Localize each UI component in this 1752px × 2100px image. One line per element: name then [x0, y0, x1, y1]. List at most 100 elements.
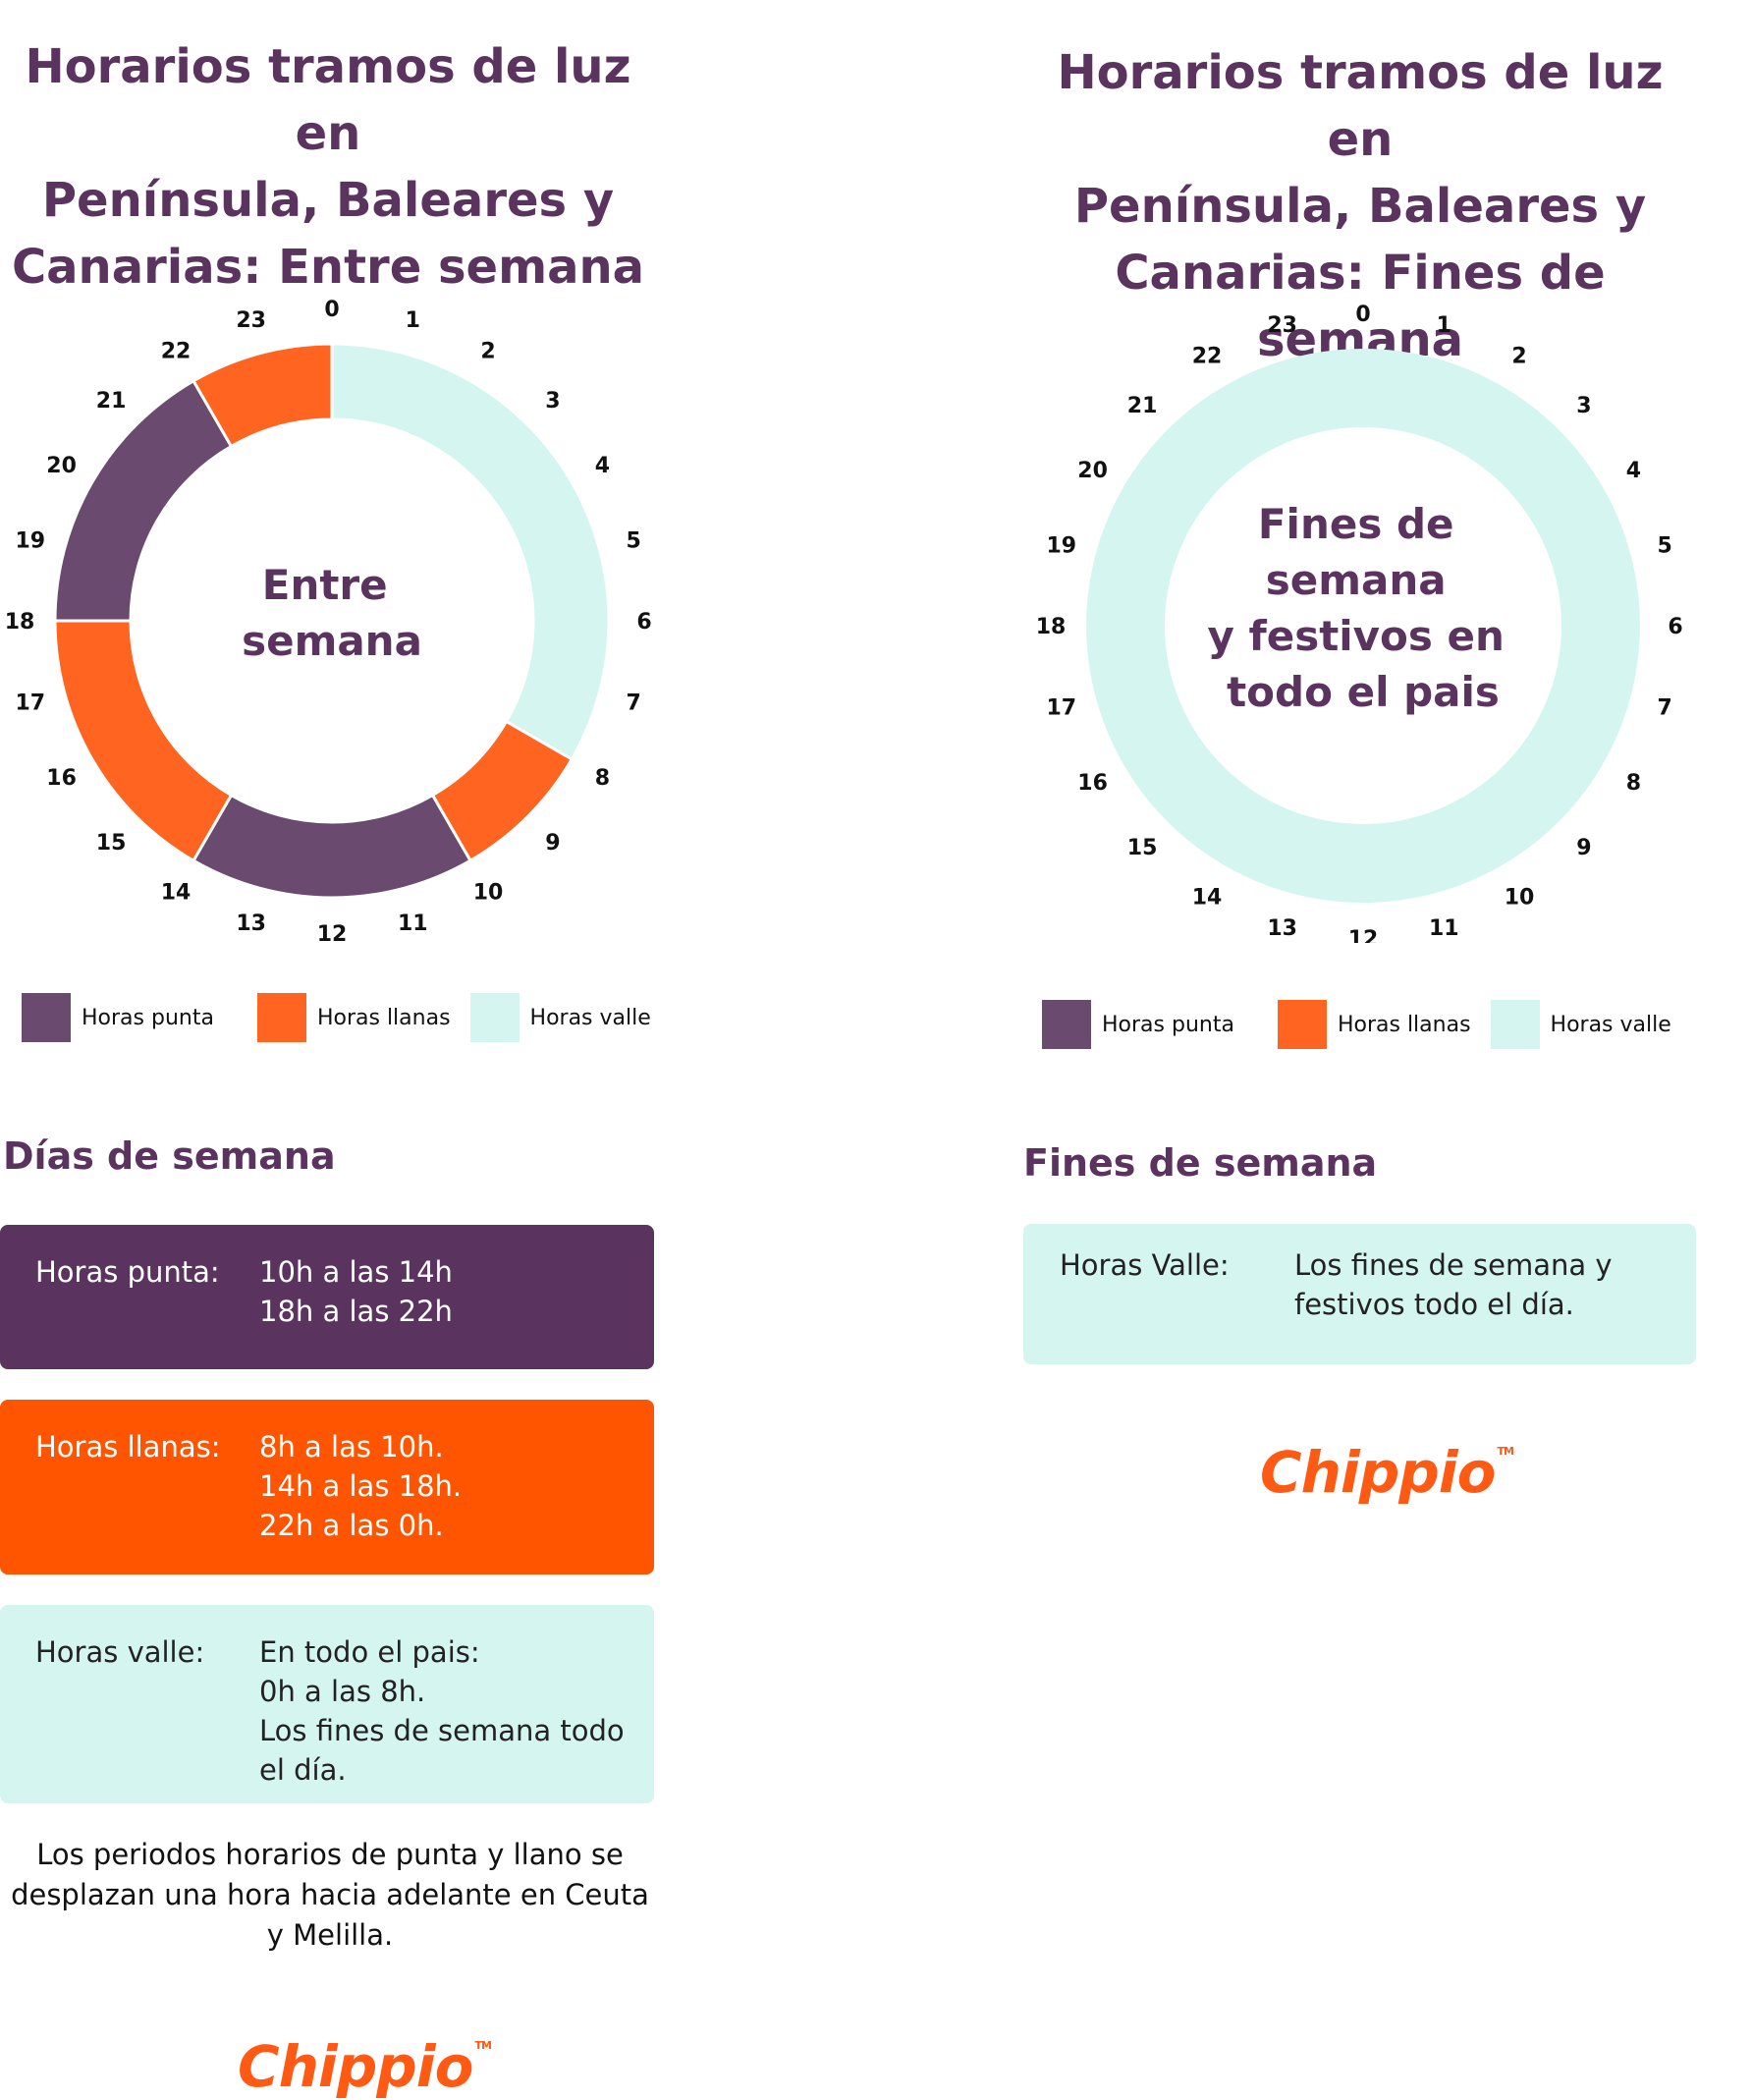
donut-slice-valle — [330, 342, 611, 762]
box-label: Horas llanas: — [35, 1430, 221, 1464]
center-line: todo el pais — [1227, 668, 1500, 716]
note-line: desplazan una hora hacia adelante en Ceu… — [11, 1878, 649, 1911]
legend-item-punta: Horas punta — [1042, 1000, 1234, 1049]
legend-label: Horas llanas — [1337, 1012, 1471, 1037]
hour-label: 23 — [1267, 313, 1297, 338]
hour-label: 14 — [161, 880, 192, 905]
weekday-section-title: Días de semana — [3, 1134, 336, 1178]
hour-label: 9 — [1576, 836, 1591, 860]
hour-label: 4 — [1626, 459, 1641, 483]
hour-label: 11 — [1429, 916, 1459, 941]
center-line: semana — [1266, 556, 1447, 604]
hour-label: 0 — [324, 298, 339, 322]
hour-label: 13 — [236, 912, 266, 936]
hour-label: 21 — [96, 389, 127, 414]
box-line: Los fines de semana todo — [259, 1714, 625, 1747]
left-title-line-1: Horarios tramos de luz en — [25, 39, 631, 161]
hour-label: 18 — [5, 610, 35, 635]
llanas-info-box: Horas llanas: 8h a las 10h. 14h a las 18… — [0, 1400, 654, 1575]
hour-label: 23 — [236, 308, 266, 333]
center-line: Entre — [262, 561, 388, 609]
hour-label: 18 — [1036, 615, 1067, 639]
right-legend: Horas punta Horas llanas Horas valle — [1042, 999, 1671, 1050]
box-line: festivos todo el día. — [1294, 1288, 1574, 1321]
box-lines: En todo el pais: 0h a las 8h. Los fines … — [259, 1632, 625, 1790]
ceuta-melilla-note: Los periodos horarios de punta y llano s… — [0, 1835, 660, 1956]
hour-label: 17 — [15, 691, 45, 715]
note-line: y Melilla. — [266, 1918, 394, 1952]
hour-label: 3 — [545, 389, 560, 414]
hour-label: 16 — [1077, 771, 1108, 796]
logo-text: Chippio — [1260, 1439, 1496, 1506]
hour-label: 22 — [161, 340, 192, 364]
box-label: Horas valle: — [35, 1635, 205, 1669]
hour-label: 2 — [1511, 345, 1526, 369]
hour-label: 14 — [1192, 885, 1223, 910]
box-line: el día. — [259, 1753, 347, 1787]
box-line: 10h a las 14h — [259, 1255, 453, 1289]
legend-item-valle: Horas valle — [469, 993, 651, 1042]
hour-label: 20 — [1077, 459, 1108, 483]
logo-tm: TM — [1497, 1445, 1514, 1458]
center-line: semana — [242, 617, 422, 665]
hour-label: 4 — [595, 454, 610, 478]
chippio-logo: Chippio TM — [238, 2033, 492, 2100]
donut-slice-punta — [53, 378, 234, 623]
legend-label: Horas valle — [529, 1005, 651, 1030]
legend-swatch-llanas — [1277, 1000, 1327, 1049]
left-title: Horarios tramos de luz en Península, Bal… — [0, 33, 656, 301]
legend-swatch-valle — [469, 993, 520, 1042]
donut-center-label: Fines de semana y festivos en todo el pa… — [1207, 500, 1518, 716]
box-line: 0h a las 8h. — [259, 1675, 426, 1708]
box-line: 22h a las 0h. — [259, 1509, 444, 1542]
hour-label: 1 — [406, 308, 420, 333]
left-legend: Horas punta Horas llanas Horas valle — [22, 992, 651, 1043]
legend-item-llanas: Horas llanas — [256, 993, 451, 1042]
legend-label: Horas llanas — [316, 1005, 451, 1030]
hour-label: 1 — [1437, 313, 1451, 338]
legend-label: Horas punta — [82, 1005, 214, 1030]
legend-item-llanas: Horas llanas — [1277, 1000, 1471, 1049]
legend-swatch-valle — [1490, 1000, 1540, 1049]
hour-label: 15 — [96, 831, 127, 856]
hour-label: 19 — [15, 529, 45, 554]
box-line: En todo el pais: — [259, 1635, 480, 1669]
box-line: Los fines de semana y — [1294, 1248, 1613, 1282]
legend-swatch-punta — [22, 993, 71, 1042]
hour-label: 6 — [1668, 615, 1682, 639]
hour-label: 20 — [46, 454, 77, 478]
hour-label: 17 — [1046, 695, 1076, 720]
hour-label: 12 — [1348, 927, 1379, 943]
box-lines: 10h a las 14h 18h a las 22h — [259, 1252, 453, 1331]
donut-center-label: Entre semana — [242, 561, 422, 665]
box-label: Horas Valle: — [1060, 1248, 1230, 1282]
hour-label: 10 — [473, 880, 504, 905]
donut-slice-llanas — [191, 342, 334, 449]
hour-label: 5 — [1658, 534, 1672, 559]
donut-slice-llanas — [53, 619, 234, 863]
weekend-section-title: Fines de semana — [1023, 1141, 1378, 1185]
hour-label: 7 — [1658, 695, 1672, 720]
box-line: 8h a las 10h. — [259, 1430, 444, 1464]
logo-tm: TM — [474, 2039, 492, 2052]
right-title-line-1: Horarios tramos de luz en — [1057, 45, 1664, 167]
hour-label: 2 — [480, 340, 495, 364]
box-lines: 8h a las 10h. 14h a las 18h. 22h a las 0… — [259, 1427, 462, 1545]
hour-label: 6 — [636, 610, 651, 635]
center-line: y festivos en — [1207, 612, 1504, 660]
hour-label: 16 — [46, 766, 77, 791]
valle-info-box: Horas valle: En todo el pais: 0h a las 8… — [0, 1605, 654, 1803]
legend-item-punta: Horas punta — [22, 993, 214, 1042]
hour-label: 5 — [627, 529, 641, 554]
legend-label: Horas valle — [1550, 1012, 1671, 1037]
punta-info-box: Horas punta: 10h a las 14h 18h a las 22h — [0, 1225, 654, 1369]
hour-label: 11 — [398, 912, 428, 936]
hour-label: 9 — [545, 831, 560, 856]
hour-label: 15 — [1127, 836, 1158, 860]
donut-slice-punta — [191, 793, 473, 900]
left-title-line-2: Península, Baleares y — [41, 173, 615, 228]
box-line: 18h a las 22h — [259, 1295, 453, 1328]
note-line: Los periodos horarios de punta y llano s… — [36, 1838, 624, 1871]
